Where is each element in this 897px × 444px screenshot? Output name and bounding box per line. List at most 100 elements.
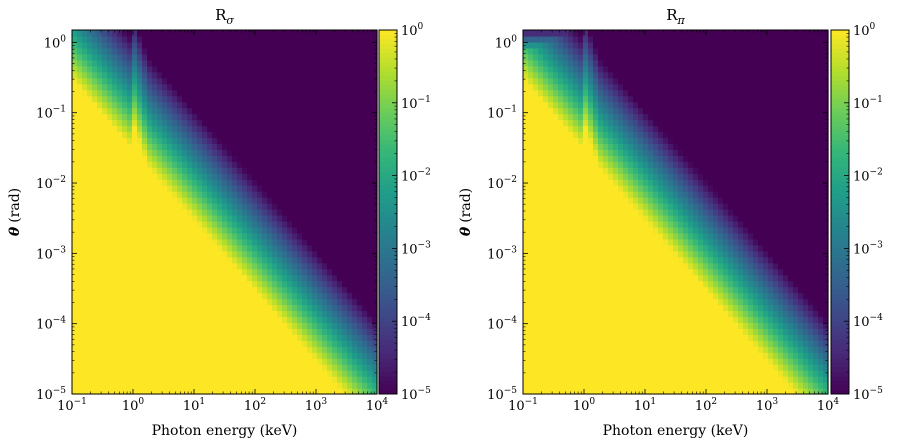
heatmap-cell	[327, 250, 333, 258]
heatmap-cell	[192, 197, 198, 204]
heatmap-cell	[292, 209, 298, 216]
heatmap-cell	[573, 226, 579, 234]
heatmap-cell	[262, 256, 268, 264]
heatmap-cell	[588, 65, 594, 73]
heatmap-cell	[292, 238, 298, 246]
heatmap-cell	[132, 358, 138, 365]
heatmap-cell	[122, 334, 128, 341]
heatmap-cell	[317, 388, 323, 395]
heatmap-cell	[97, 280, 103, 288]
heatmap-cell	[187, 328, 193, 335]
x-tick-label: 101	[183, 397, 205, 414]
heatmap-cell	[287, 310, 293, 318]
heatmap-cell	[282, 83, 288, 91]
heatmap-cell	[72, 226, 78, 234]
heatmap-cell	[72, 119, 78, 127]
heatmap-cell	[337, 53, 343, 61]
heatmap-cell	[197, 131, 203, 139]
heatmap-cell	[538, 191, 544, 198]
heatmap-cell	[97, 185, 103, 192]
heatmap-cell	[357, 179, 363, 186]
heatmap-cell	[312, 47, 318, 55]
heatmap-cell	[267, 388, 273, 395]
heatmap-cell	[122, 65, 128, 73]
heatmap-cell	[593, 137, 599, 144]
heatmap-cell	[207, 107, 213, 115]
x-tick-label: 104	[366, 397, 389, 414]
heatmap-cell	[543, 197, 549, 204]
heatmap-cell	[192, 173, 198, 180]
heatmap-cell	[172, 137, 178, 144]
heatmap-cell	[77, 197, 83, 204]
heatmap-cell	[583, 268, 589, 276]
heatmap-cell	[192, 268, 198, 276]
heatmap-cell	[317, 250, 323, 258]
heatmap-cell	[322, 191, 328, 198]
heatmap-cell	[332, 382, 338, 389]
x-axis-label: Photon energy (keV)	[152, 423, 298, 439]
colorbar-segment	[379, 193, 397, 199]
heatmap-cell	[92, 53, 98, 61]
heatmap-cell	[277, 214, 283, 222]
heatmap-cell	[187, 244, 193, 252]
heatmap-cell	[533, 286, 539, 294]
heatmap-cell	[77, 292, 83, 300]
heatmap-cell	[548, 238, 554, 246]
heatmap-cell	[142, 370, 148, 377]
heatmap-cell	[262, 113, 268, 121]
heatmap-cell	[312, 352, 318, 359]
heatmap-cell	[593, 256, 599, 264]
heatmap-cell	[372, 161, 378, 168]
heatmap-cell	[292, 268, 298, 276]
heatmap-cell	[297, 346, 303, 353]
heatmap-cell	[82, 226, 88, 234]
heatmap-cell	[322, 65, 328, 73]
heatmap-cell	[533, 244, 539, 252]
heatmap-cell	[327, 286, 333, 294]
heatmap-cell	[142, 47, 148, 55]
heatmap-cell	[588, 35, 594, 43]
heatmap-cell	[202, 238, 208, 246]
heatmap-cell	[192, 41, 198, 49]
heatmap-cell	[82, 30, 88, 37]
heatmap-cell	[92, 214, 98, 222]
heatmap-cell	[252, 203, 258, 210]
heatmap-cell	[367, 316, 373, 323]
heatmap-cell	[543, 41, 549, 49]
heatmap-cell	[87, 41, 93, 49]
heatmap-cell	[97, 77, 103, 85]
heatmap-cell	[277, 107, 283, 115]
heatmap-cell	[553, 244, 559, 252]
heatmap-cell	[292, 274, 298, 282]
heatmap-cell	[157, 274, 163, 282]
colorbar-tick-label-exp: −3	[418, 240, 432, 250]
heatmap-cell	[227, 191, 233, 198]
heatmap-cell	[247, 382, 253, 389]
heatmap-cell	[157, 143, 163, 150]
heatmap-cell	[538, 334, 544, 341]
heatmap-cell	[307, 352, 313, 359]
heatmap-cell	[302, 185, 308, 192]
heatmap-cell	[523, 191, 529, 198]
heatmap-cell	[362, 53, 368, 61]
heatmap-cell	[77, 310, 83, 318]
heatmap-cell	[122, 388, 128, 395]
heatmap-cell	[267, 209, 273, 216]
heatmap-cell	[122, 41, 128, 49]
heatmap-cell	[82, 59, 88, 67]
heatmap-cell	[107, 137, 113, 144]
heatmap-cell	[573, 262, 579, 270]
heatmap-cell	[332, 346, 338, 353]
heatmap-cell	[342, 155, 348, 162]
heatmap-cell	[117, 125, 123, 133]
heatmap-cell	[207, 322, 213, 329]
heatmap-cell	[217, 179, 223, 186]
heatmap-cell	[578, 95, 584, 103]
heatmap-cell	[528, 274, 534, 282]
heatmap-cell	[282, 316, 288, 323]
heatmap-cell	[267, 131, 273, 139]
heatmap-cell	[202, 149, 208, 156]
heatmap-cell	[252, 382, 258, 389]
heatmap-cell	[82, 83, 88, 91]
heatmap-cell	[282, 262, 288, 270]
